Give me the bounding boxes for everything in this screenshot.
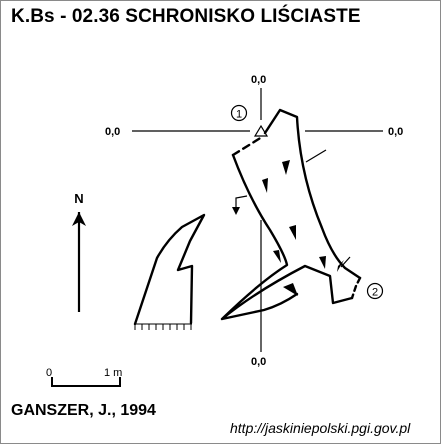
- grid-label-right: 0,0: [388, 126, 403, 138]
- north-arrow: N: [72, 191, 86, 312]
- cave-entrance-2-dashed: [350, 276, 362, 300]
- grid-label-top: 0,0: [251, 74, 266, 86]
- slope-arrow-right: [340, 256, 351, 268]
- rubble-mark: [283, 283, 298, 296]
- scale-end-label: 1 m: [104, 367, 122, 379]
- station-2-marker: [366, 282, 384, 300]
- scale-start-label: 0: [46, 367, 52, 379]
- north-label: N: [74, 191, 83, 206]
- slope-arrowhead-right: [337, 260, 344, 272]
- rubble-mark: [289, 225, 296, 240]
- side-tunnel-line: [305, 149, 327, 163]
- cave-entrance-dashed: [231, 135, 264, 157]
- map-title: K.Bs - 02.36 SCHRONISKO LIŚCIASTE: [11, 6, 361, 27]
- grid-label-bottom: 0,0: [251, 356, 266, 368]
- rubble-mark: [273, 250, 281, 263]
- rock-shelter-outline: [133, 213, 206, 326]
- scale-bar: 0 1 m: [46, 367, 122, 387]
- slope-arrowhead-left: [232, 207, 240, 215]
- rubble-mark: [262, 178, 268, 193]
- source-url: http://jaskiniepolski.pgi.gov.pl: [230, 420, 411, 436]
- station-1-label: 1: [236, 109, 242, 121]
- north-arrowhead-icon: [72, 212, 86, 226]
- station-1-marker: [230, 104, 248, 122]
- rubble-mark: [319, 256, 326, 269]
- rubble-mark: [282, 160, 290, 175]
- author-credit: GANSZER, J., 1994: [11, 402, 156, 419]
- slope-arrow-left: [235, 195, 248, 210]
- cave-wall-main: [220, 108, 362, 321]
- grid-label-left: 0,0: [105, 126, 120, 138]
- station-2-label: 2: [372, 287, 378, 299]
